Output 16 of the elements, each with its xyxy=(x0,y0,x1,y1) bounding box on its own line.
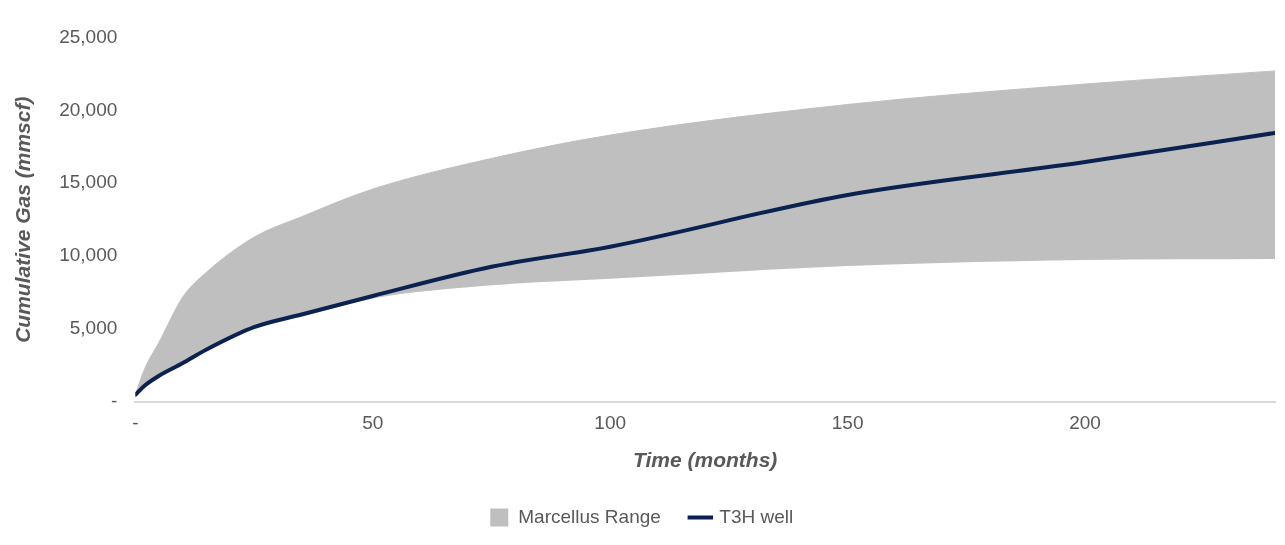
y-tick-label: 25,000 xyxy=(59,25,118,47)
x-tick-label: 150 xyxy=(831,411,864,433)
y-tick-label: 5,000 xyxy=(69,317,118,339)
y-tick-label: - xyxy=(110,390,118,412)
x-tick-label: 50 xyxy=(362,411,384,433)
y-tick-label: 15,000 xyxy=(59,171,118,193)
x-tick-label: - xyxy=(132,411,139,433)
x-axis-title: Time (months) xyxy=(633,448,778,472)
y-tick-label: 20,000 xyxy=(59,98,118,120)
x-tick-label: 200 xyxy=(1069,411,1101,433)
legend-label: T3H well xyxy=(719,505,794,527)
legend-label: Marcellus Range xyxy=(518,505,661,527)
x-tick-label: 100 xyxy=(594,411,627,433)
line-series xyxy=(135,130,1275,397)
y-axis-title: Cumulative Gas (mmscf) xyxy=(11,96,35,343)
y-tick-label: 10,000 xyxy=(59,244,118,266)
